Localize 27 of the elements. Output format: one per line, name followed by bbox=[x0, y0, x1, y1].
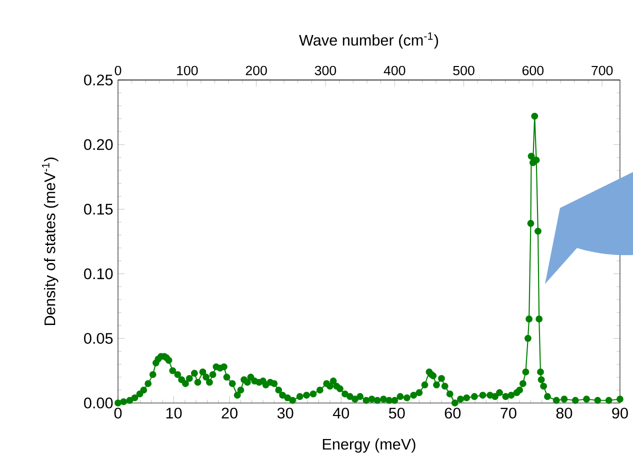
x2-tick-label: 600 bbox=[522, 66, 544, 76]
x-tick-label: 50 bbox=[388, 408, 405, 419]
x-tick-label: 40 bbox=[332, 408, 350, 419]
x-tick-label: 10 bbox=[166, 408, 182, 419]
x-tick-label: 20 bbox=[222, 408, 238, 419]
y-tick-label: 0.15 bbox=[84, 204, 113, 215]
y-axis-title: Density of states (meV$^{-1}$) bbox=[42, 158, 58, 326]
x2-tick-label: 400 bbox=[384, 66, 406, 76]
x2-tick-label: 300 bbox=[314, 66, 336, 76]
y-tick-label: 0.10 bbox=[84, 268, 113, 280]
x2-axis-title: Wave number (cm$^{-1}$) bbox=[299, 32, 438, 49]
x2-tick-label: 0 bbox=[114, 66, 122, 76]
x-tick-label: 60 bbox=[444, 408, 461, 419]
x-axis-title: Energy (meV) bbox=[322, 438, 416, 453]
x-tick-label: 0 bbox=[114, 408, 122, 419]
x-tick-label: 30 bbox=[277, 408, 294, 419]
x2-tick-label: 100 bbox=[177, 66, 198, 76]
x-tick-label: 80 bbox=[556, 408, 572, 419]
y-tick-label: 0.20 bbox=[84, 139, 113, 150]
x2-tick-label: 500 bbox=[453, 66, 474, 76]
y-tick-label: 0.05 bbox=[84, 332, 113, 344]
x2-tick-label: 200 bbox=[246, 66, 267, 76]
x-tick-label: 90 bbox=[612, 408, 628, 419]
x-tick-label: 70 bbox=[500, 408, 516, 419]
y-tick-label: 0.25 bbox=[84, 74, 113, 86]
y-tick-label: 0.00 bbox=[84, 398, 113, 408]
x2-tick-label: 700 bbox=[592, 66, 613, 76]
